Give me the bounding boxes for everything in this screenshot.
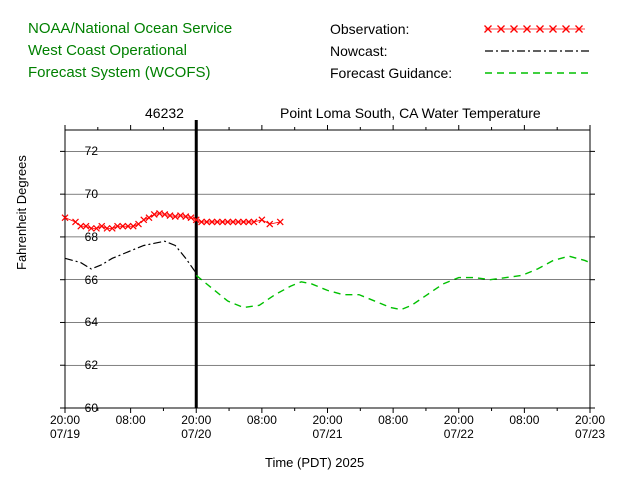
x-tick-label: 20:0007/21 xyxy=(312,413,342,442)
x-tick-label: 08:00 xyxy=(509,413,539,427)
x-tick-label: 08:00 xyxy=(116,413,146,427)
x-tick-label: 20:0007/23 xyxy=(575,413,605,442)
y-tick-label: 68 xyxy=(85,230,98,244)
y-tick-label: 72 xyxy=(85,144,98,158)
y-tick-label: 70 xyxy=(85,187,98,201)
x-tick-label: 08:00 xyxy=(247,413,277,427)
y-tick-label: 66 xyxy=(85,273,98,287)
x-tick-label: 20:0007/19 xyxy=(50,413,80,442)
x-tick-label: 20:0007/22 xyxy=(444,413,474,442)
y-tick-label: 60 xyxy=(85,401,98,415)
y-tick-label: 64 xyxy=(85,315,98,329)
x-tick-label: 08:00 xyxy=(378,413,408,427)
x-tick-label: 20:0007/20 xyxy=(181,413,211,442)
y-tick-label: 62 xyxy=(85,358,98,372)
